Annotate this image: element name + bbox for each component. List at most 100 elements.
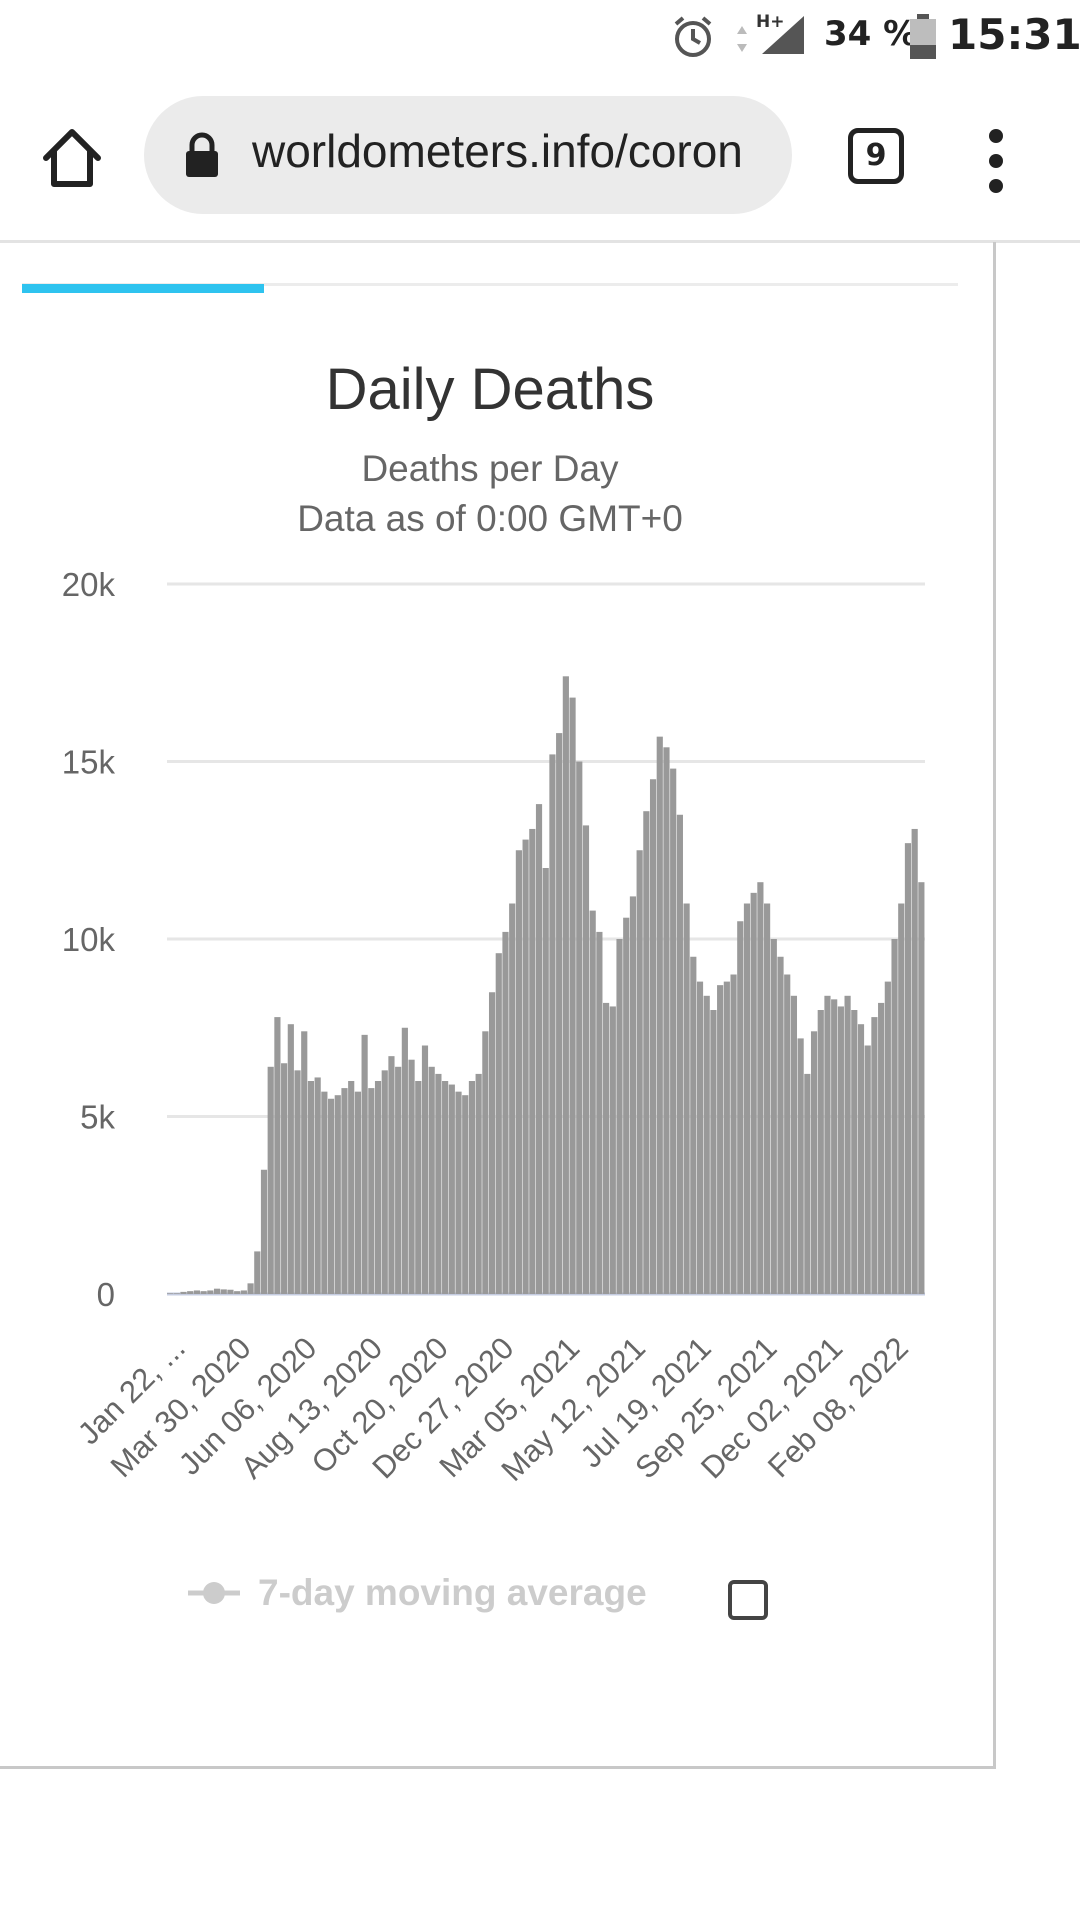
bar[interactable] [482,1031,489,1294]
bar[interactable] [623,917,630,1294]
bar[interactable] [374,1081,382,1294]
bar[interactable] [904,843,912,1294]
bar[interactable] [240,1290,247,1294]
bar[interactable] [582,825,590,1294]
home-icon[interactable] [38,124,106,192]
bar[interactable] [810,1031,818,1294]
bar[interactable] [703,995,710,1294]
bar[interactable] [301,1031,308,1294]
bar[interactable] [911,828,918,1294]
bar[interactable] [428,1066,435,1294]
bar[interactable] [334,1095,341,1294]
bar[interactable] [254,1251,261,1294]
bar[interactable] [522,839,529,1294]
bar[interactable] [502,931,509,1294]
bar[interactable] [844,995,851,1294]
bar[interactable] [227,1289,234,1294]
bar[interactable] [730,974,737,1295]
bar[interactable] [837,1006,844,1294]
bar[interactable] [750,892,757,1294]
bar[interactable] [368,1088,375,1294]
bar[interactable] [556,733,563,1294]
bar[interactable] [529,828,536,1294]
bar[interactable] [442,1081,449,1294]
bar[interactable] [167,1293,174,1294]
bar[interactable] [509,903,516,1295]
bar[interactable] [717,985,724,1294]
bar[interactable] [770,939,777,1294]
legend-label[interactable]: 7-day moving average [258,1572,647,1613]
bar[interactable] [535,804,543,1294]
bar[interactable] [878,1002,885,1294]
bar[interactable] [314,1077,321,1294]
bar[interactable] [401,1027,408,1294]
bar[interactable] [649,779,657,1294]
bar[interactable] [589,910,596,1294]
bar[interactable] [663,747,670,1294]
bar[interactable] [562,676,569,1294]
bar[interactable] [542,868,549,1294]
bar[interactable] [898,903,905,1295]
bar[interactable] [341,1088,348,1294]
bar[interactable] [435,1073,442,1294]
bar[interactable] [200,1291,207,1294]
bar[interactable] [864,1045,871,1295]
bar[interactable] [475,1073,482,1294]
bar[interactable] [683,903,690,1295]
bar[interactable] [676,814,683,1294]
bar[interactable] [670,768,677,1294]
bar[interactable] [220,1289,227,1294]
bar[interactable] [415,1081,422,1294]
active-tab-indicator[interactable] [22,284,264,293]
bar[interactable] [596,931,603,1294]
bar[interactable] [307,1081,315,1294]
bar[interactable] [629,896,637,1294]
bar[interactable] [710,1010,717,1294]
bar[interactable] [790,995,798,1294]
bar[interactable] [408,1059,415,1294]
bar[interactable] [421,1045,429,1295]
bar[interactable] [569,697,576,1294]
bar[interactable] [187,1291,194,1294]
bar[interactable] [737,921,744,1294]
bar[interactable] [455,1091,462,1294]
bar[interactable] [918,882,925,1294]
bar[interactable] [797,1038,804,1294]
bar[interactable] [851,1010,858,1294]
bar[interactable] [549,754,556,1294]
url-bar[interactable]: worldometers.info/coron [144,96,792,214]
bar[interactable] [891,939,898,1294]
bar[interactable] [784,974,791,1295]
bar[interactable] [260,1169,268,1294]
bar[interactable] [643,811,650,1294]
bar[interactable] [267,1066,274,1294]
bar[interactable] [743,903,751,1295]
bar[interactable] [495,953,502,1294]
bar[interactable] [207,1290,214,1294]
tab-switcher-button[interactable]: 9 [848,128,904,184]
bar[interactable] [395,1066,402,1294]
bar[interactable] [515,850,522,1294]
bar[interactable] [381,1070,388,1294]
bar[interactable] [488,992,496,1294]
bar[interactable] [764,903,771,1295]
bar[interactable] [871,1017,878,1294]
moving-average-checkbox[interactable] [728,1580,768,1620]
bar[interactable] [696,981,704,1294]
bar[interactable] [287,1024,294,1294]
bar[interactable] [281,1063,288,1294]
bar[interactable] [817,1010,824,1294]
bar[interactable] [213,1288,221,1294]
bar[interactable] [616,939,623,1294]
bar[interactable] [348,1081,355,1294]
bar[interactable] [193,1290,201,1294]
bar[interactable] [321,1091,328,1294]
overflow-menu-icon[interactable] [986,126,1006,196]
bar[interactable] [777,956,784,1294]
url-text[interactable]: worldometers.info/coron [252,125,743,177]
bar[interactable] [173,1293,180,1294]
bar[interactable] [234,1291,241,1294]
bar[interactable] [884,981,891,1294]
bar[interactable] [294,1070,301,1294]
bar[interactable] [609,1006,616,1294]
